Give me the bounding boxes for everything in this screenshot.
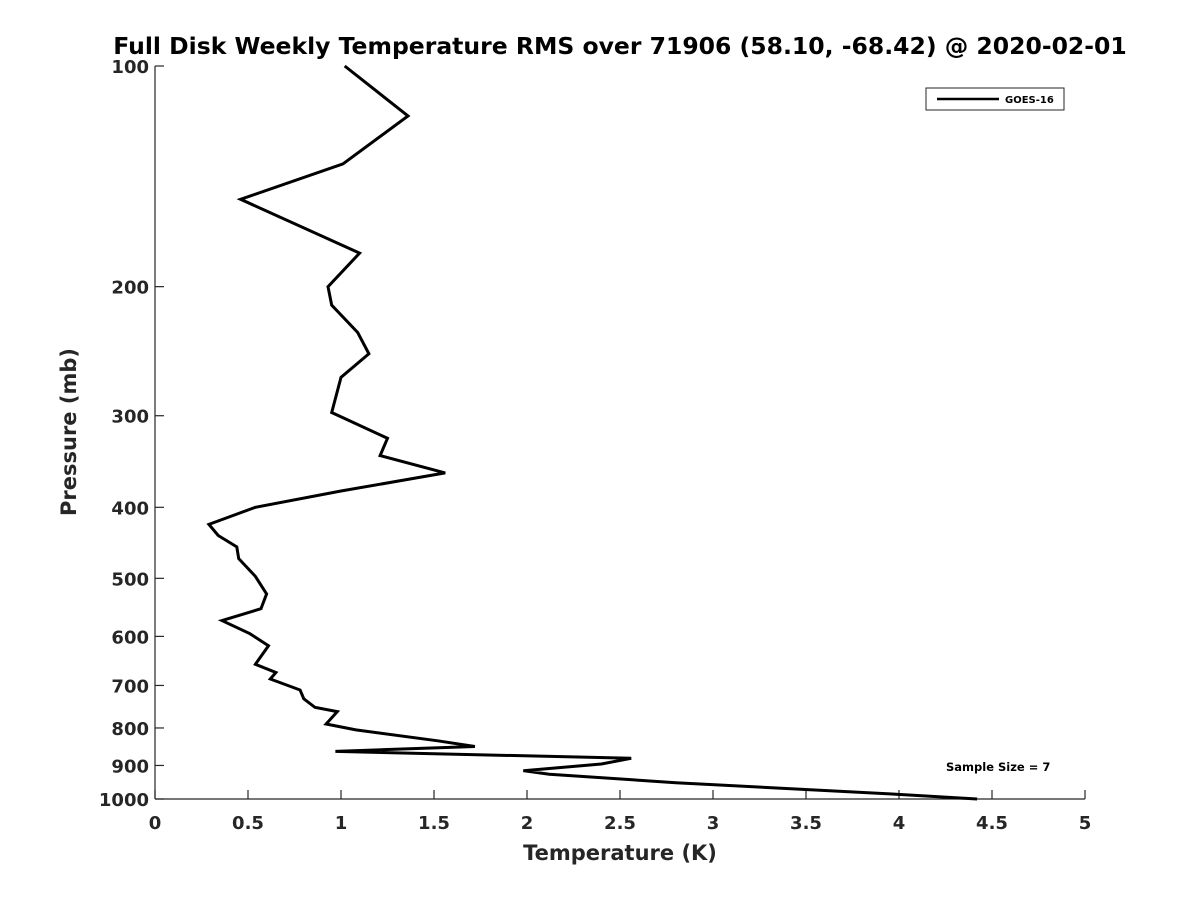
- series-layer: [206, 64, 978, 801]
- y-tick-label: 500: [111, 569, 149, 590]
- x-tick-label: 0: [149, 813, 162, 834]
- y-axis-label: Pressure (mb): [57, 348, 81, 516]
- x-tick-label: 5: [1079, 813, 1092, 834]
- y-ticks: 100 200 300 400 500 600 700 800 900 1000: [99, 57, 164, 811]
- chart-title: Full Disk Weekly Temperature RMS over 71…: [113, 32, 1127, 60]
- y-tick-label: 100: [111, 57, 149, 78]
- x-tick-label: 0.5: [232, 813, 264, 834]
- series-line-goes-16: [206, 64, 978, 801]
- legend: GOES-16: [925, 87, 1065, 111]
- x-tick-label: 1: [335, 813, 348, 834]
- y-tick-label: 1000: [99, 790, 149, 811]
- y-tick-label: 300: [111, 407, 149, 428]
- x-tick-label: 4: [893, 813, 906, 834]
- y-tick-label: 800: [111, 719, 149, 740]
- x-tick-label: 4.5: [976, 813, 1008, 834]
- y-tick-label: 200: [111, 278, 149, 299]
- sample-size-annotation: Sample Size = 7: [946, 760, 1050, 774]
- x-tick-label: 2.5: [604, 813, 636, 834]
- y-tick-label: 600: [111, 627, 149, 648]
- x-tick-label: 3.5: [790, 813, 822, 834]
- x-tick-label: 1.5: [418, 813, 450, 834]
- x-ticks: 0 0.5 1 1.5 2 2.5 3 3.5 4 4.5 5: [149, 790, 1092, 834]
- x-tick-label: 3: [707, 813, 720, 834]
- legend-label-goes-16: GOES-16: [1005, 95, 1054, 106]
- y-tick-label: 400: [111, 498, 149, 519]
- x-axis-label: Temperature (K): [523, 841, 717, 865]
- x-tick-label: 2: [521, 813, 534, 834]
- y-tick-label: 900: [111, 756, 149, 777]
- y-tick-label: 700: [111, 676, 149, 697]
